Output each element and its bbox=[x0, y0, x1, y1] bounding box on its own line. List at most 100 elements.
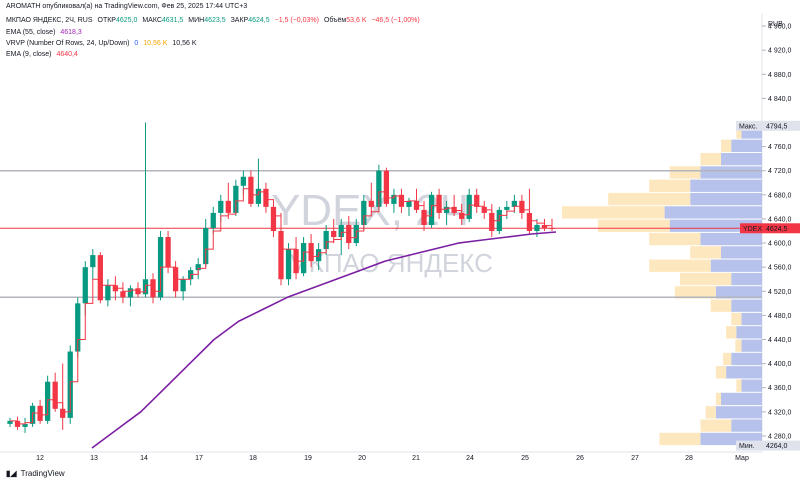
ema-lines bbox=[10, 188, 557, 449]
high-value: 4631,5 bbox=[161, 17, 184, 24]
candle-body bbox=[459, 212, 465, 219]
x-tick-label: 27 bbox=[631, 455, 639, 462]
min-label-box bbox=[736, 440, 762, 451]
volume-profile-bar-down bbox=[674, 286, 716, 299]
currency-label: RUB bbox=[768, 21, 783, 28]
y-tick-label: 4 920,0 bbox=[768, 48, 791, 55]
volume-profile-bar-down bbox=[720, 139, 732, 152]
candle-body bbox=[406, 200, 412, 207]
volume-profile-bar-up bbox=[741, 379, 762, 392]
indicator-value-2: 10,56 K bbox=[143, 40, 168, 47]
ohlc-legend[interactable]: МКПАО ЯНДЕКС, 2Ч, RUS ОТКР4625,0 МАКС463… bbox=[6, 17, 423, 24]
candle-body bbox=[361, 200, 367, 225]
indicator-ema55[interactable]: EMA (55, close) 4618,3 bbox=[6, 29, 85, 36]
x-tick-label: 25 bbox=[521, 455, 529, 462]
time-axis[interactable]: 12 13 14 17 18 19 20 21 24 25 26 27 28 Мар bbox=[36, 455, 749, 462]
volume-profile-bar-down bbox=[715, 366, 727, 379]
volume-profile-bar-down bbox=[731, 312, 742, 326]
indicator-value-3: 10,56 K bbox=[172, 40, 197, 47]
volume-profile-bar-down bbox=[649, 179, 691, 192]
y-tick-label: 4 880,0 bbox=[768, 72, 791, 79]
volume-profile-bar-up bbox=[720, 152, 762, 166]
y-tick-label: 4 760,0 bbox=[768, 144, 791, 151]
y-tick-label: 4 320,0 bbox=[768, 409, 791, 416]
max-value: 4794,5 bbox=[766, 123, 788, 130]
candle-body bbox=[331, 231, 337, 238]
tradingview-logo-icon: ▮◢ bbox=[6, 469, 17, 478]
y-tick-label: 4 360,0 bbox=[768, 385, 791, 392]
y-tick-label: 4 600,0 bbox=[768, 241, 791, 248]
candle-body bbox=[233, 185, 239, 213]
x-tick-label: 14 bbox=[140, 455, 148, 462]
candle-body bbox=[504, 206, 510, 210]
volume-change: −46,5 (−1,00%) bbox=[371, 17, 420, 24]
candle-body bbox=[218, 200, 224, 213]
volume-profile-bar-up bbox=[731, 419, 762, 432]
candle-body bbox=[60, 408, 66, 418]
volume-profile-bar-up bbox=[731, 272, 762, 286]
publisher-line: AROMATH опубликовал(а) на TradingView.co… bbox=[6, 3, 250, 10]
current-price-value: 4624,5 bbox=[766, 226, 788, 233]
candle-body bbox=[270, 206, 277, 231]
candle-body bbox=[443, 206, 450, 213]
x-tick-label: 20 bbox=[358, 455, 366, 462]
max-label-box bbox=[736, 120, 762, 131]
x-tick-label: Мар bbox=[735, 455, 749, 462]
indicator-ema9[interactable]: EMA (9, close) 4640,4 bbox=[6, 51, 81, 58]
y-tick-label: 4 840,0 bbox=[768, 96, 791, 103]
symbol-watermark: YDEX, 2Ч МКПАО ЯНДЕКС bbox=[271, 186, 493, 278]
volume-profile-bar-up bbox=[720, 246, 762, 259]
indicator-vrvp[interactable]: VRVP (Number Of Rows, 24, Up/Down) 0 10,… bbox=[6, 40, 200, 47]
volume-profile-bar-down bbox=[705, 406, 716, 419]
candle-body bbox=[105, 285, 111, 301]
open-value: 4625,0 bbox=[115, 17, 138, 24]
candle-body bbox=[52, 381, 58, 409]
ema55-line bbox=[91, 231, 557, 449]
tradingview-footer[interactable]: ▮◢ TradingView bbox=[6, 469, 65, 478]
candle-body bbox=[180, 279, 186, 292]
x-tick-label: 12 bbox=[36, 455, 44, 462]
low-label: МИН bbox=[188, 17, 205, 24]
min-label-text: Мин. bbox=[739, 443, 755, 450]
volume-profile-bar-down bbox=[669, 166, 701, 179]
x-tick-label: 28 bbox=[685, 455, 693, 462]
candle-body bbox=[526, 212, 533, 231]
open-label: ОТКР bbox=[97, 17, 116, 24]
volume-profile-bar-up bbox=[741, 312, 762, 326]
volume-profile-bar-up bbox=[690, 192, 762, 206]
publisher-text: AROMATH опубликовал(а) на TradingView.co… bbox=[6, 3, 248, 10]
volume-profile-bar-down bbox=[723, 352, 732, 366]
y-tick-label: 4 400,0 bbox=[768, 361, 791, 368]
volume-profile-bar-down bbox=[679, 272, 732, 286]
close-label: ЗАКР bbox=[230, 17, 249, 24]
y-tick-label: 4 680,0 bbox=[768, 192, 791, 199]
price-axis[interactable]: RUB 4 960,0 4 920,0 4 880,0 4 840,0 4 760,0 4… bbox=[762, 21, 791, 440]
volume-profile-bar-down bbox=[608, 192, 691, 206]
x-tick-label: 13 bbox=[90, 455, 98, 462]
x-tick-label: 21 bbox=[412, 455, 420, 462]
y-tick-label: 4 440,0 bbox=[768, 337, 791, 344]
y-tick-label: 4 720,0 bbox=[768, 168, 791, 175]
current-price-box bbox=[740, 223, 800, 234]
close-value: 4624,5 bbox=[248, 17, 270, 24]
max-label-text: Макс. bbox=[739, 123, 757, 130]
volume-profile-bar-up bbox=[741, 339, 762, 352]
volume-profile-bar-up bbox=[731, 299, 762, 312]
candle-body bbox=[255, 188, 262, 204]
max-value-box bbox=[762, 120, 800, 131]
candle-body bbox=[75, 303, 81, 352]
volume-profile-bar-up bbox=[669, 219, 762, 232]
candle-body bbox=[323, 231, 329, 250]
candle-body bbox=[97, 255, 103, 301]
candle-body bbox=[338, 224, 344, 238]
volume-profile-bar-down bbox=[715, 392, 721, 406]
volume-profile-bar-up bbox=[690, 179, 762, 192]
y-tick-label: 4 640,0 bbox=[768, 216, 791, 223]
volume-profile-bar-down bbox=[659, 432, 701, 446]
candle-body bbox=[391, 194, 397, 204]
candle-body bbox=[225, 200, 231, 213]
candle-body bbox=[285, 249, 292, 280]
low-value: 4623,5 bbox=[204, 17, 226, 24]
volume-profile-bar-up bbox=[715, 406, 762, 419]
